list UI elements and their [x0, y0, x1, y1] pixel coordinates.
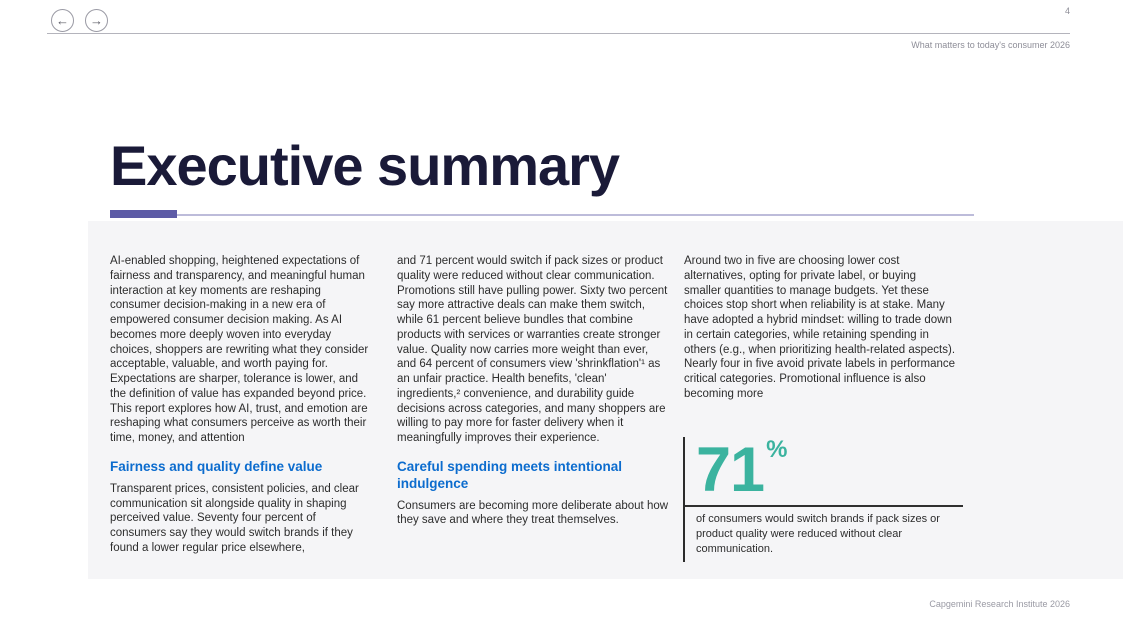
- col1-intro-paragraph: AI-enabled shopping, heightened expectat…: [110, 255, 369, 445]
- stat-caption: of consumers would switch brands if pack…: [696, 513, 940, 555]
- header-divider: [47, 33, 1070, 34]
- forward-button[interactable]: →: [85, 9, 108, 32]
- forward-arrow-icon: →: [90, 13, 103, 28]
- stat-vertical-rule: [683, 437, 685, 562]
- column-3: Around two in five are choosing lower co…: [684, 254, 956, 402]
- title-accent-bar: [110, 210, 177, 218]
- col1-body-paragraph: Transparent prices, consistent policies,…: [110, 482, 359, 554]
- col3-intro-paragraph: Around two in five are choosing lower co…: [684, 255, 956, 400]
- content-panel: [88, 221, 1123, 579]
- title-divider: [111, 214, 974, 216]
- page-title: Executive summary: [110, 134, 620, 197]
- footer-credit: Capgemini Research Institute 2026: [929, 599, 1070, 609]
- page-number: 4: [1064, 6, 1070, 16]
- stat-unit: %: [766, 436, 788, 463]
- column-2: and 71 percent would switch if pack size…: [397, 254, 670, 528]
- column-1: AI-enabled shopping, heightened expectat…: [110, 254, 374, 556]
- col1-section-heading: Fairness and quality define value: [110, 458, 323, 474]
- col2-body-paragraph: Consumers are becoming more deliberate a…: [397, 499, 669, 527]
- stat-horizontal-rule: [685, 505, 963, 507]
- report-title: What matters to today's consumer 2026: [911, 40, 1070, 50]
- back-arrow-icon: ←: [56, 13, 69, 28]
- stat-callout: 71%: [696, 436, 787, 502]
- col2-intro-paragraph: and 71 percent would switch if pack size…: [397, 255, 668, 445]
- col2-section-heading: Careful spending meets intentional indul…: [397, 458, 623, 491]
- back-button[interactable]: ←: [51, 9, 74, 32]
- stat-value: 71: [696, 435, 765, 505]
